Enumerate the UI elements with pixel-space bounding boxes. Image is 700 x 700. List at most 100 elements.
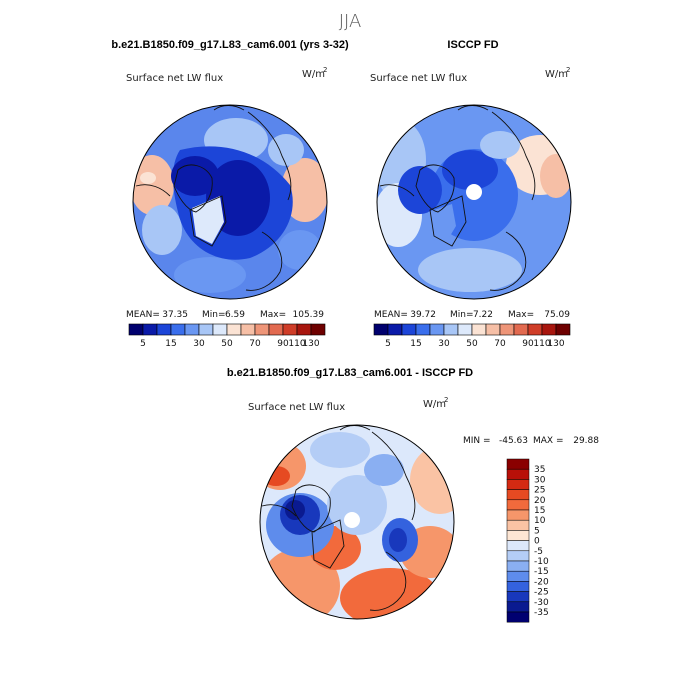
panel3-colorbar-swatch [506,489,530,501]
panel2-max-label: Max= [508,310,534,320]
panel1-colorbar-swatch [268,323,284,336]
panel1-colorbar-swatch [212,323,228,336]
panel1-colorbar-tick: 110 [288,339,305,349]
panel3-max: 29.88 [573,436,599,446]
panel1-colorbar-tick: 70 [249,339,261,349]
panel1-subtitle: Surface net LW flux [126,73,223,84]
panel3-colorbar-tick: -20 [534,577,549,587]
panel3-map [260,425,454,619]
panel2-mean: 39.72 [410,310,436,320]
panel3-colorbar-tick: 35 [534,465,545,475]
panel3-colorbar-swatch [506,519,530,531]
panel2-colorbar-swatch [513,323,529,336]
panel2: Surface net LW flux W/m 2 [370,66,572,349]
panel2-colorbar-tick: 15 [410,339,421,349]
panel1-max-label: Max= [260,310,286,320]
panel3-colorbar-tick: 20 [534,496,546,506]
panel2-colorbar-swatch [415,323,431,336]
panel3-colorbar-swatch [506,540,530,552]
panel3-min-label: MIN = [463,436,491,446]
panel2-colorbar-swatch [471,323,487,336]
panel3-max-label: MAX = [533,436,564,446]
panel1: Surface net LW flux W/m 2 [126,66,328,349]
panel2-map [377,105,571,299]
panel2-colorbar-tick: 30 [438,339,450,349]
panel3-units-exp: 2 [444,396,448,404]
panel2-subtitle: Surface net LW flux [370,73,467,84]
panel1-colorbar-tick: 5 [140,339,146,349]
panel3-colorbar-tick: -30 [534,598,549,608]
panel2-colorbar-swatch [429,323,445,336]
panel2-colorbar-swatch [485,323,501,336]
panel3: Surface net LW flux W/m 2 [248,396,599,623]
panel3-title: b.e21.B1850.f09_g17.L83_cam6.001 - ISCCP… [227,367,473,379]
panel3-colorbar-swatch [506,550,530,562]
panel2-colorbar-swatch [401,323,417,336]
panel1-colorbar-swatch [198,323,214,336]
panel2-colorbar-swatch [499,323,515,336]
panel1-min-label: Min= [202,310,226,320]
panel2-min-label: Min= [450,310,474,320]
panel2-colorbar-swatch [387,323,403,336]
panel2-colorbar-tick: 130 [547,339,564,349]
panel2-colorbar-tick: 110 [533,339,550,349]
panel3-colorbar-tick: 0 [534,537,540,547]
season-title: JJA [339,11,362,32]
panel1-colorbar-swatch [128,323,144,336]
panel3-colorbar-swatch [506,509,530,521]
panel1-colorbar-swatch [142,323,158,336]
panel2-colorbar-swatch [373,323,389,336]
panel1-colorbar-tick: 130 [302,339,319,349]
panel1-colorbar-swatch [226,323,242,336]
panel1-colorbar-tick: 50 [221,339,233,349]
panel3-colorbar-tick: -35 [534,608,549,618]
panel2-colorbar-swatch [443,323,459,336]
panel3-colorbar-swatch [506,530,530,541]
panel1-colorbar-swatch [156,323,172,336]
panel2-colorbar-tick: 5 [385,339,391,349]
panel3-colorbar-swatch [506,560,530,572]
panel3-colorbar-tick: 30 [534,475,546,485]
panel2-colorbar-tick: 70 [494,339,506,349]
panel1-mean: 37.35 [162,310,188,320]
panel2-units: W/m [545,69,568,80]
panel3-colorbar-swatch [506,499,530,511]
panel3-colorbar-tick: -25 [534,588,549,598]
panel3-colorbar-tick: -5 [534,547,543,557]
panel3-colorbar-tick: 10 [534,516,546,526]
panel2-colorbar-swatch [457,323,473,336]
panel1-colorbar-tick: 90 [277,339,289,349]
panel3-colorbar-swatch [506,611,530,623]
panel1-max: 105.39 [293,310,325,320]
panel1-colorbar-swatch [184,323,200,336]
panel1-colorbar-swatch [170,323,186,336]
panel1-units: W/m [302,69,325,80]
panel1-mean-label: MEAN= [126,310,160,320]
panel1-colorbar-swatch [282,323,298,336]
panel3-colorbar-swatch [506,570,530,582]
panel3-colorbar-tick: 25 [534,486,545,496]
panel2-colorbar-swatch [541,323,557,336]
panel1-map-border [132,104,328,300]
panel2-colorbar-tick: 50 [466,339,478,349]
panel3-colorbar-tick: 5 [534,526,540,536]
panel3-colorbar-tick: -10 [534,557,549,567]
panel2-min: 7.22 [473,310,493,320]
panel1-colorbar-tick: 15 [165,339,176,349]
panel2-colorbar-swatch [527,323,543,336]
panel2-units-exp: 2 [566,66,570,74]
panel3-min: -45.63 [499,436,528,446]
panel3-colorbar-swatch [506,479,530,490]
panel2-max: 75.09 [544,310,570,320]
panel2-map-border [376,104,572,300]
panel1-map [133,105,327,299]
panel2-colorbar-swatch [555,323,571,336]
panel1-title: b.e21.B1850.f09_g17.L83_cam6.001 (yrs 3-… [111,39,349,51]
panel1-units-exp: 2 [323,66,327,74]
panel3-colorbar-tick: -15 [534,567,549,577]
panel3-units: W/m [423,399,446,410]
panel1-colorbar-swatch [254,323,270,336]
